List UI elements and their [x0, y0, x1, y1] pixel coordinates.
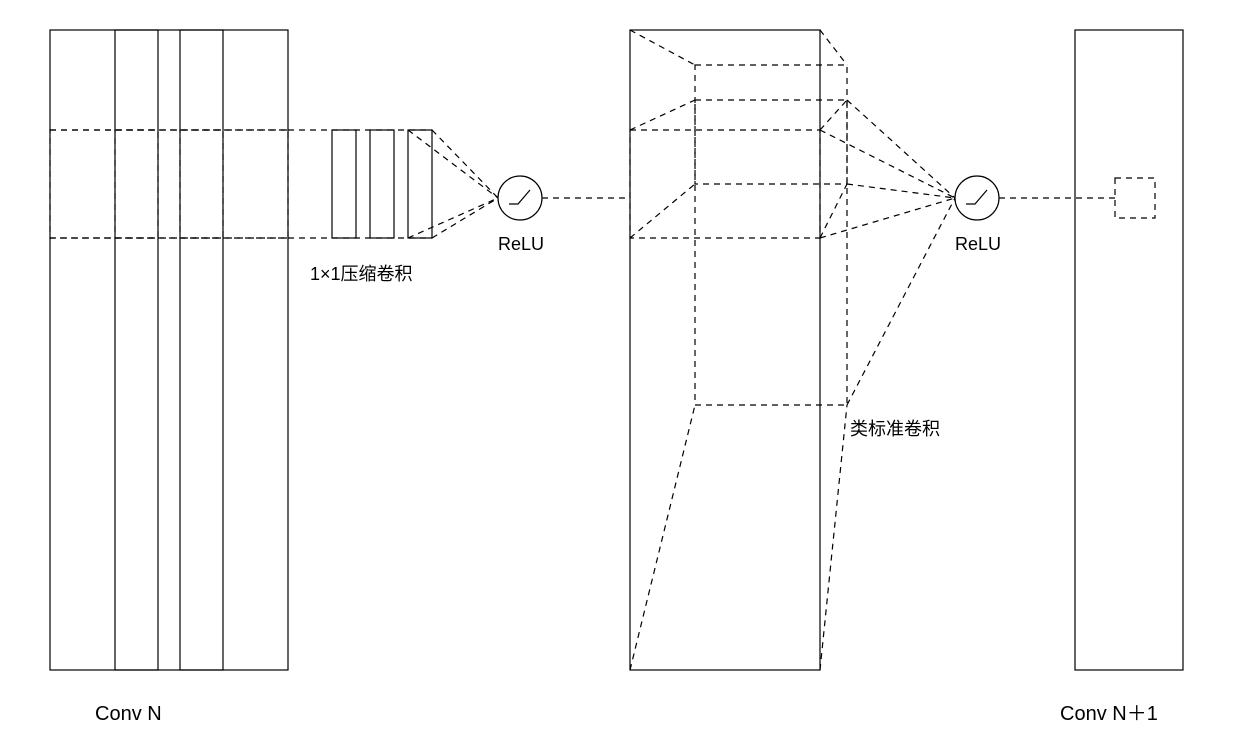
- relu-node-1: [498, 176, 542, 220]
- label-relu1: ReLU: [498, 234, 544, 254]
- convn-plane-1: [115, 30, 223, 670]
- mid-edge-br: [820, 405, 847, 670]
- to-relu2-3: [820, 198, 955, 238]
- mid-back-plane: [695, 65, 847, 405]
- to-relu2-4: [847, 198, 955, 405]
- to-relu1-3: [408, 198, 498, 238]
- to-relu2-1: [847, 184, 955, 198]
- to-relu1-0: [432, 130, 498, 198]
- label-compress: 1×1压缩卷积: [310, 264, 413, 284]
- mid-edge-tr: [820, 30, 847, 65]
- label-stdconv: 类标准卷积: [850, 419, 940, 439]
- mid-window-edge-0: [630, 100, 695, 130]
- convn-window-0: [50, 130, 158, 238]
- to-relu1-1: [432, 198, 498, 238]
- to-relu1-2: [408, 130, 498, 198]
- mid-edge-bl: [630, 405, 695, 670]
- convn-window-1: [115, 130, 223, 238]
- convn1-chip: [1115, 178, 1155, 218]
- mid-window-edge-1: [820, 100, 847, 130]
- to-relu2-2: [820, 130, 955, 198]
- convn-plane-2: [180, 30, 288, 670]
- mid-window-back: [695, 100, 847, 184]
- mid-front-plane: [630, 30, 820, 670]
- convn-window-2: [180, 130, 288, 238]
- mid-window-edge-3: [820, 184, 847, 238]
- compress-plane-1: [370, 130, 394, 238]
- relu-node-2: [955, 176, 999, 220]
- compress-plane-0: [332, 130, 356, 238]
- convn-plane-0: [50, 30, 158, 670]
- label-conv-n1: Conv N＋1: [1060, 703, 1158, 725]
- mid-edge-tl: [630, 30, 695, 65]
- label-conv-n: Conv N: [95, 703, 162, 725]
- mid-window-edge-2: [630, 184, 695, 238]
- compress-plane-2: [408, 130, 432, 238]
- label-relu2: ReLU: [955, 234, 1001, 254]
- convn1-plane: [1075, 30, 1183, 670]
- to-relu2-0: [847, 100, 955, 198]
